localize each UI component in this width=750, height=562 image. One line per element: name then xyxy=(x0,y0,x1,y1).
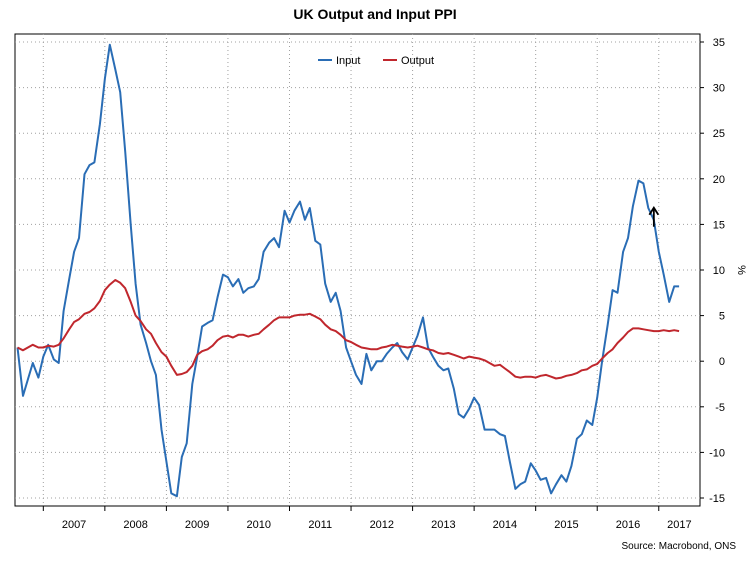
annotations xyxy=(648,206,660,227)
y-tick-label: 25 xyxy=(713,128,725,140)
x-tick-label: 2015 xyxy=(554,519,578,531)
x-tick-label: 2007 xyxy=(62,519,86,531)
source-note: Source: Macrobond, ONS xyxy=(621,541,737,552)
y-axis-label: % xyxy=(735,265,747,275)
y-tick-label: -10 xyxy=(709,447,725,459)
arrow-head xyxy=(648,206,660,216)
y-tick-label: 15 xyxy=(713,219,725,231)
y-tick-label: -15 xyxy=(709,493,725,505)
x-tick-label: 2012 xyxy=(370,519,394,531)
x-tick-label: 2014 xyxy=(493,519,517,531)
legend-label-output: Output xyxy=(401,55,434,67)
legend-label-input: Input xyxy=(336,55,360,67)
chart-title: UK Output and Input PPI xyxy=(293,6,457,22)
x-tick-label: 2011 xyxy=(308,519,332,531)
y-tick-label: -5 xyxy=(715,402,725,414)
series-lines xyxy=(16,43,680,498)
y-tick-label: 5 xyxy=(719,311,725,323)
legend: Input Output xyxy=(318,55,434,67)
x-tick-label: 2017 xyxy=(667,519,691,531)
y-tick-label: 20 xyxy=(713,174,725,186)
series-line-input xyxy=(16,43,680,498)
y-tick-label: 0 xyxy=(719,356,725,368)
grid-lines xyxy=(15,34,700,506)
x-tick-label: 2013 xyxy=(431,519,455,531)
x-tick-label: 2009 xyxy=(185,519,209,531)
y-tick-label: 35 xyxy=(713,37,725,49)
x-tick-label: 2008 xyxy=(123,519,147,531)
x-tick-label: 2016 xyxy=(616,519,640,531)
y-tick-label: 10 xyxy=(713,265,725,277)
y-tick-label: 30 xyxy=(713,83,725,95)
x-tick-label: 2010 xyxy=(246,519,270,531)
series-line-output xyxy=(17,279,680,380)
